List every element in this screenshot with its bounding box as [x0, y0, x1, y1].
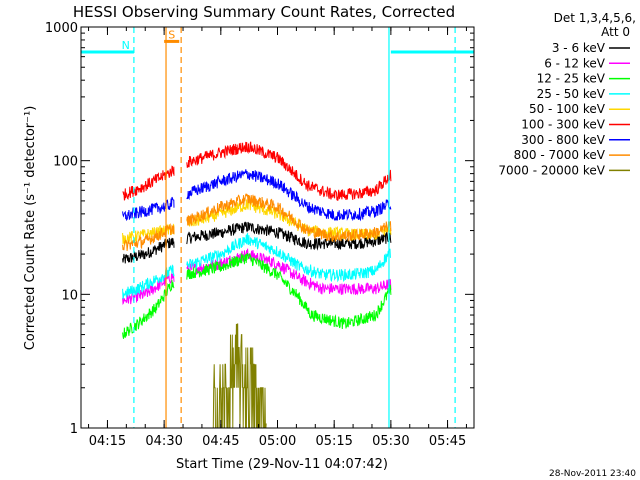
series-line	[122, 252, 392, 339]
y-tick-label: 100	[53, 155, 78, 170]
legend-entry-label: 12 - 25 keV	[537, 72, 606, 86]
legend-header-sub: Att 0	[601, 25, 630, 39]
x-tick-label: 04:15	[89, 434, 126, 449]
x-tick-label: 04:45	[202, 434, 239, 449]
y-axis-label: Corrected Count Rate (s⁻¹ detector⁻¹)	[23, 106, 38, 351]
series-layer	[122, 141, 392, 429]
legend-entry-label: 800 - 7000 keV	[514, 148, 606, 162]
x-tick-label: 05:30	[372, 434, 409, 449]
attenuator-label: S	[168, 28, 175, 41]
y-tick-label: 1000	[45, 21, 78, 36]
x-tick-label: 05:00	[259, 434, 296, 449]
x-axis-label: Start Time (29-Nov-11 04:07:42)	[176, 457, 388, 472]
y-tick-label: 1	[70, 422, 78, 437]
legend-entry-label: 3 - 6 keV	[552, 41, 606, 55]
y-tick-label: 10	[61, 288, 78, 303]
plot-frame	[80, 26, 475, 429]
axis-layer: 04:15 04:30 04:45 05:00 05:15 05:30 05:45 1 10 10…	[45, 21, 474, 449]
legend-header: Det 1,3,4,5,6,	[554, 11, 636, 25]
x-tick-label: 05:15	[315, 434, 352, 449]
chart-title: HESSI Observing Summary Count Rates, Cor…	[73, 3, 455, 21]
x-tick-label: 05:45	[429, 434, 466, 449]
x-tick-label: 04:30	[145, 434, 182, 449]
legend-entry-label: 50 - 100 keV	[529, 102, 606, 116]
footer-timestamp: 28-Nov-2011 23:40	[549, 469, 636, 479]
legend-entry-label: 25 - 50 keV	[537, 87, 606, 101]
overlay-layer: NS	[81, 27, 474, 428]
legend-entry-label: 100 - 300 keV	[521, 118, 605, 132]
attenuator-label: N	[122, 39, 130, 52]
series-line	[212, 323, 267, 429]
legend-entry-label: 6 - 12 keV	[544, 56, 606, 70]
series-line	[122, 193, 392, 251]
series-line	[122, 141, 392, 201]
legend-entry-label: 300 - 800 keV	[521, 133, 605, 147]
legend-entry-label: 7000 - 20000 keV	[498, 163, 605, 177]
